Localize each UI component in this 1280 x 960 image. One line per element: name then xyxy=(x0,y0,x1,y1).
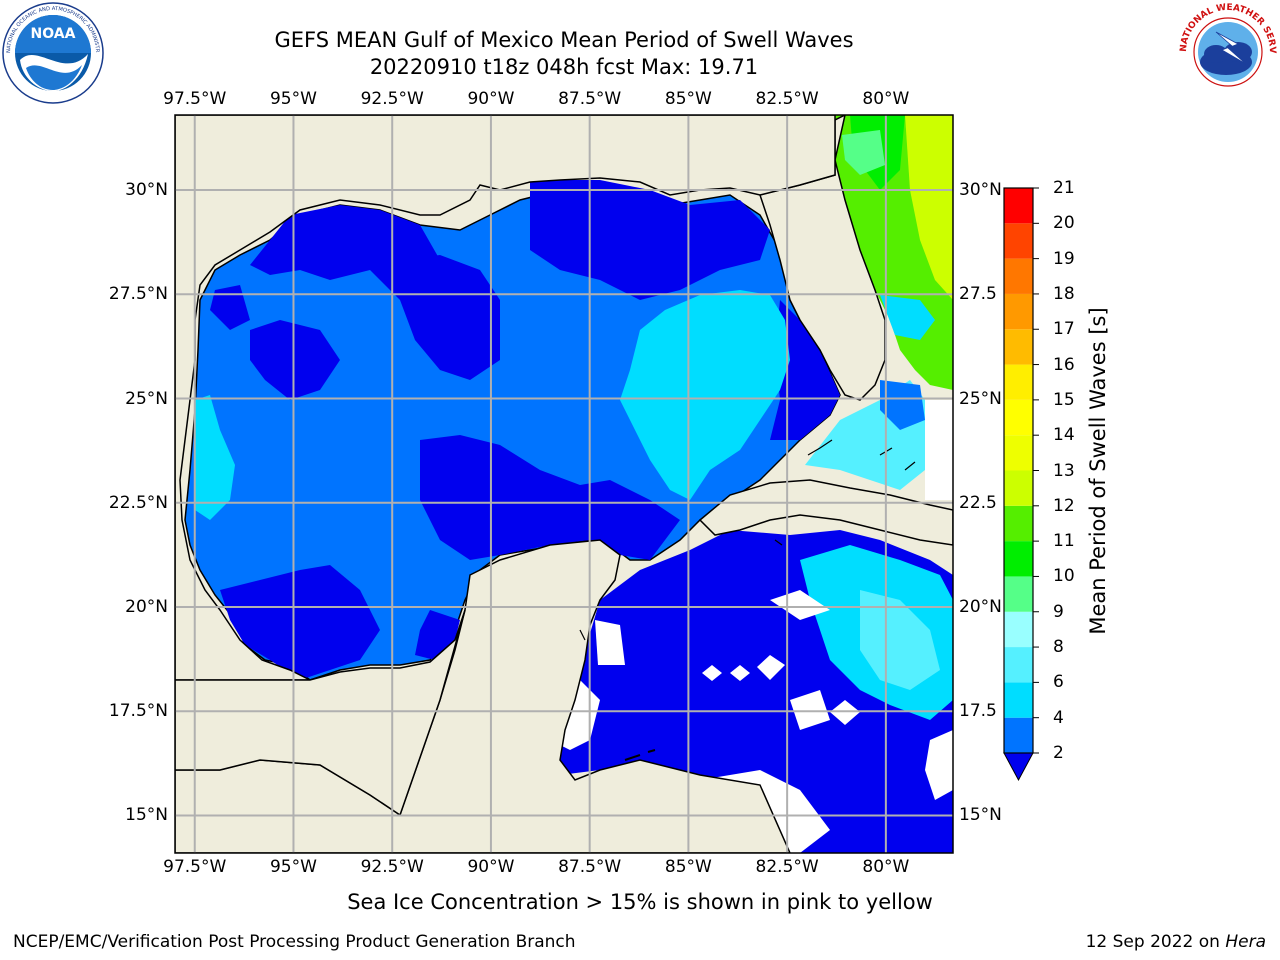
colorbar-tick-label: 19 xyxy=(1053,248,1075,269)
lon-label: 97.5°W xyxy=(163,89,227,109)
colorbar-bin xyxy=(1004,399,1033,436)
colorbar xyxy=(1003,187,1039,782)
colorbar-bin xyxy=(1004,647,1033,683)
lon-label: 92.5°W xyxy=(360,89,424,109)
lat-label: 20°N xyxy=(125,597,168,617)
lon-label: 82.5°W xyxy=(755,89,819,109)
colorbar-tick-label: 13 xyxy=(1053,460,1075,481)
colorbar-tick-label: 15 xyxy=(1053,389,1075,410)
noaa-logo: NOAA NATIONAL OCEANIC AND ATMOSPHERIC AD… xyxy=(2,2,104,104)
colorbar-bin xyxy=(1004,258,1033,294)
colorbar-tick-label: 2 xyxy=(1053,743,1064,763)
lat-label: 25°N xyxy=(125,388,168,409)
colorbar-tick-label: 4 xyxy=(1053,707,1064,728)
gulf-coast-us xyxy=(175,115,836,681)
lon-label: 82.5°W xyxy=(755,857,819,877)
map-frame xyxy=(174,114,954,854)
colorbar-bin xyxy=(1004,505,1033,542)
honduras-islands xyxy=(624,749,656,761)
small-islands xyxy=(579,539,783,641)
colorbar-bin xyxy=(1004,611,1033,648)
colorbar-tick-label: 17 xyxy=(1053,319,1075,340)
colorbar-bin xyxy=(1004,188,1033,224)
colorbar-bin xyxy=(1004,541,1033,577)
sea-ice-note: Sea Ice Concentration > 15% is shown in … xyxy=(347,890,933,914)
colorbar-tick-label: 6 xyxy=(1053,672,1064,693)
lon-label: 85°W xyxy=(664,857,712,877)
lat-label: 22.5°N xyxy=(108,492,168,513)
colorbar-bin xyxy=(1004,682,1033,718)
lat-label: 17.5°N xyxy=(108,701,168,722)
footer-credit: NCEP/EMC/Verification Post Processing Pr… xyxy=(13,932,576,952)
map-title: GEFS MEAN Gulf of Mexico Mean Period of … xyxy=(274,28,854,52)
lon-label: 80°W xyxy=(862,89,910,109)
caribbean-light-cyan xyxy=(860,590,940,690)
noaa-logo-text: NOAA xyxy=(31,26,76,42)
colorbar-tick-label: 18 xyxy=(1053,283,1075,304)
lat-label: 15°N xyxy=(959,805,1002,826)
lon-label: 87.5°W xyxy=(558,857,622,877)
lon-label: 95°W xyxy=(269,857,317,877)
lon-label: 90°W xyxy=(467,857,515,877)
colorbar-bin xyxy=(1004,329,1033,365)
footer-host: Hera xyxy=(1225,932,1266,952)
colorbar-bin xyxy=(1004,364,1033,400)
mid-period-region xyxy=(620,290,790,500)
colorbar-bin xyxy=(1004,293,1033,330)
colorbar-bin xyxy=(1004,470,1033,506)
lat-label: 20°N xyxy=(959,597,1002,617)
colorbar-under-arrow xyxy=(1003,752,1034,782)
colorbar-tick-label: 14 xyxy=(1053,425,1075,446)
colorbar-bin xyxy=(1004,435,1033,471)
lat-label: 22.5 xyxy=(959,492,997,513)
lon-label: 80°W xyxy=(862,857,910,877)
colorbar-tick-label: 9 xyxy=(1053,601,1064,622)
colorbar-tick-label: 20 xyxy=(1053,213,1075,234)
lon-label: 85°W xyxy=(664,89,712,109)
atlantic-cyan xyxy=(880,295,935,340)
lon-label: 97.5°W xyxy=(163,857,227,877)
colorbar-bin xyxy=(1004,576,1033,612)
lon-label: 87.5°W xyxy=(558,89,622,109)
colorbar-bin xyxy=(1004,717,1033,753)
lon-label: 95°W xyxy=(269,89,317,109)
footer-date: 12 Sep 2022 on Hera xyxy=(1086,932,1266,952)
colorbar-tick-label: 11 xyxy=(1053,531,1075,552)
colorbar-label: Mean Period of Swell Waves [s] xyxy=(1086,307,1110,635)
colorbar-bin xyxy=(1004,223,1033,259)
lat-label: 30°N xyxy=(125,180,168,201)
cuba-island xyxy=(698,479,953,546)
west-coast-cyan xyxy=(195,395,235,520)
colorbar-tick-label: 8 xyxy=(1053,637,1064,658)
bahamas-no-data xyxy=(925,400,953,500)
bahamas-blue xyxy=(880,380,925,430)
lat-label: 15°N xyxy=(125,805,168,826)
lat-label: 27.5°N xyxy=(108,284,168,305)
map-graticule xyxy=(175,115,953,853)
map-subtitle: 20220910 t18z 048h fcst Max: 19.71 xyxy=(369,55,759,79)
lat-label: 27.5 xyxy=(959,284,997,305)
lon-label: 92.5°W xyxy=(360,857,424,877)
colorbar-tick-label: 10 xyxy=(1053,566,1075,587)
lat-label: 17.5 xyxy=(959,701,997,722)
colorbar-tick-label: 16 xyxy=(1053,354,1075,375)
atlantic-light-green xyxy=(842,130,885,175)
lat-label: 30°N xyxy=(959,180,1002,201)
nws-logo: NATIONAL WEATHER SERVICE xyxy=(1178,2,1277,100)
florida-keys xyxy=(807,439,833,456)
colorbar-tick-label: 21 xyxy=(1053,178,1075,198)
footer-date-text: 12 Sep 2022 on xyxy=(1085,932,1226,952)
lat-label: 25°N xyxy=(959,388,1002,409)
colorbar-tick-label: 12 xyxy=(1053,495,1075,516)
lon-label: 90°W xyxy=(467,89,515,109)
atlantic-yellow xyxy=(905,115,953,300)
